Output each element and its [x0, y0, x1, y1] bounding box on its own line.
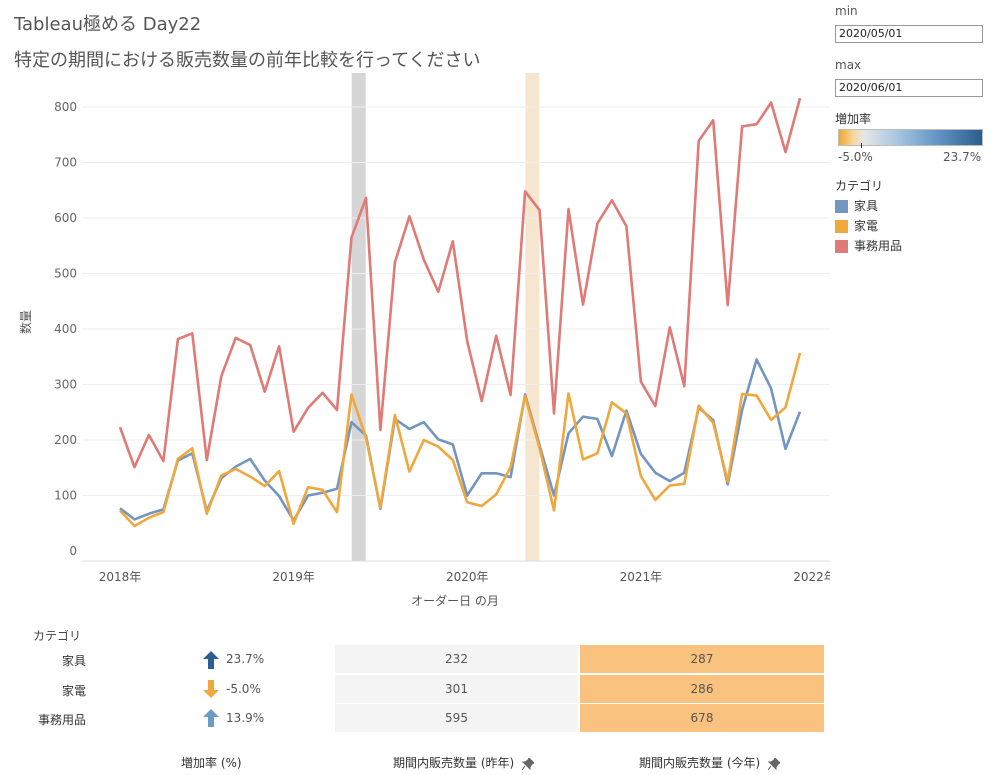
y-tick-label: 500: [54, 267, 77, 281]
y-tick-label: 400: [54, 322, 77, 336]
pin-icon[interactable]: [767, 756, 781, 770]
row-rate: -5.0%: [226, 682, 261, 696]
legend-swatch: [835, 200, 848, 213]
legend-item-appliances[interactable]: 家電: [835, 217, 878, 233]
y-axis-label: 数量: [18, 310, 33, 334]
arrow-up-icon: [203, 709, 219, 727]
legend-swatch: [835, 220, 848, 233]
row-last-year: 595: [335, 704, 578, 732]
arrow-up-icon: [203, 651, 219, 669]
row-category: 家具: [61, 654, 86, 668]
y-tick-label: 0: [69, 544, 77, 558]
highlight-band: [351, 73, 366, 561]
legend-item-furniture[interactable]: 家具: [835, 197, 878, 213]
x-tick-label: 2022年: [793, 570, 830, 584]
legend-label: 家具: [854, 199, 879, 213]
row-category: 家電: [61, 684, 86, 698]
min-date-input[interactable]: 2020/05/01: [835, 25, 983, 43]
min-param-label: min: [835, 4, 858, 18]
y-tick-label: 300: [54, 378, 77, 392]
dashboard-title: Tableau極める Day22: [14, 14, 202, 35]
row-this-year: 286: [580, 675, 824, 703]
footer-last-year-header[interactable]: 期間内販売数量 (昨年): [393, 754, 535, 771]
legend-item-office-supplies[interactable]: 事務用品: [835, 237, 902, 253]
pin-icon[interactable]: [521, 756, 535, 770]
highlight-band: [525, 73, 540, 561]
series-line[interactable]: [119, 358, 802, 522]
x-tick-label: 2021年: [620, 570, 663, 584]
legend-swatch: [835, 240, 848, 253]
x-tick-label: 2018年: [99, 570, 142, 584]
line-chart[interactable]: 0 100 200 300 400 500 600 700 800 2018年 2019年 2020…: [0, 0, 830, 620]
footer-last-year-label: 期間内販売数量 (昨年): [393, 756, 515, 770]
y-tick-label: 100: [54, 489, 77, 503]
dashboard-subtitle: 特定の期間における販売数量の前年比較を行ってください: [14, 50, 481, 71]
y-tick-label: 700: [54, 156, 77, 170]
row-category: 事務用品: [37, 713, 86, 727]
y-tick-label: 200: [54, 433, 77, 447]
row-last-year: 232: [335, 645, 578, 673]
color-gradient-legend: [838, 129, 983, 146]
footer-rate-header[interactable]: 増加率 (%): [181, 756, 242, 770]
footer-this-year-header[interactable]: 期間内販売数量 (今年): [639, 754, 781, 771]
y-tick-label: 800: [54, 100, 77, 114]
row-rate: 13.9%: [226, 711, 265, 725]
category-legend-title: カテゴリ: [835, 179, 884, 193]
x-tick-label: 2019年: [272, 570, 315, 584]
max-date-input[interactable]: 2020/06/01: [835, 79, 983, 97]
row-this-year: 287: [580, 645, 824, 673]
row-last-year: 301: [335, 675, 578, 703]
table-category-header: カテゴリ: [33, 629, 82, 643]
legend-label: 事務用品: [854, 239, 903, 253]
gradient-high-label: 23.7%: [943, 150, 982, 164]
legend-label: 家電: [854, 219, 879, 233]
series-line[interactable]: [118, 97, 802, 469]
x-axis-label: オーダー日 の月: [411, 593, 499, 608]
gradient-low-label: -5.0%: [838, 150, 873, 164]
max-param-label: max: [835, 58, 862, 72]
arrow-down-icon: [203, 680, 219, 698]
row-this-year: 678: [580, 704, 824, 732]
x-tick-label: 2020年: [446, 570, 489, 584]
footer-this-year-label: 期間内販売数量 (今年): [639, 756, 761, 770]
color-legend-title: 増加率: [835, 112, 872, 126]
y-tick-label: 600: [54, 211, 77, 225]
gradient-zero-tick: [861, 143, 862, 148]
row-rate: 23.7%: [226, 652, 265, 666]
series-line[interactable]: [119, 352, 802, 528]
